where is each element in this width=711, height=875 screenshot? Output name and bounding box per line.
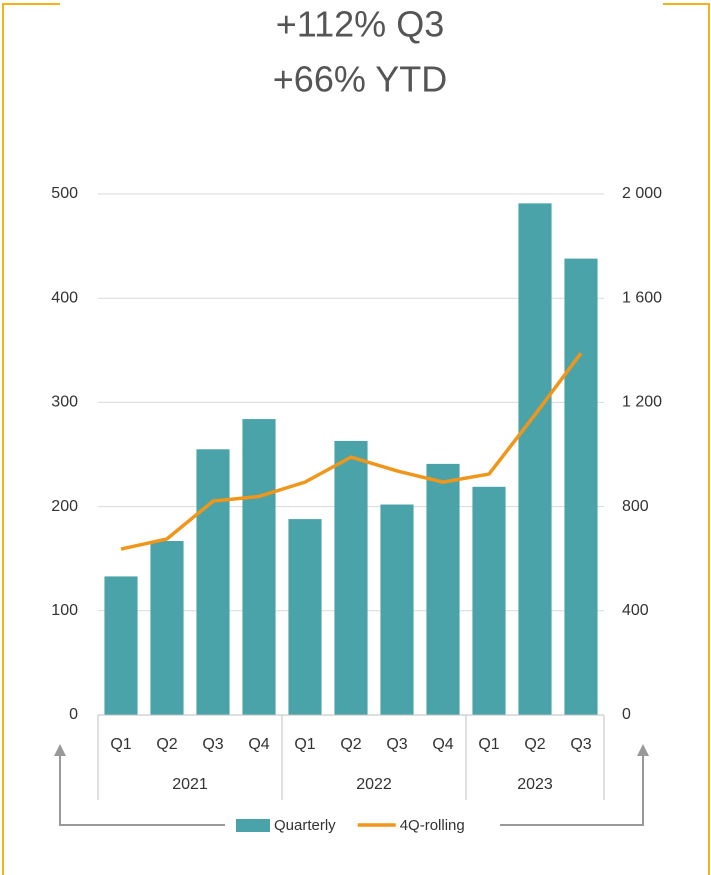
line <box>120 352 583 551</box>
x-tick-label: Q2 <box>156 736 177 753</box>
y-tick-label: 300 <box>51 394 78 411</box>
frame-corner <box>2 3 60 875</box>
legend-swatch <box>236 819 270 832</box>
x-tick-label: Q2 <box>340 736 361 753</box>
x-tick-label: Q4 <box>248 736 269 753</box>
x-tick-label: Q4 <box>432 736 453 753</box>
arrows <box>54 744 649 826</box>
y2-tick-label: 400 <box>622 602 649 619</box>
chart-title: +112% Q3 <box>276 4 444 45</box>
bar <box>472 486 506 715</box>
x-tick-label: Q3 <box>570 736 591 753</box>
x-tick-label: Q3 <box>202 736 223 753</box>
bar <box>426 463 460 715</box>
bar <box>380 504 414 715</box>
bar <box>104 576 138 715</box>
bar <box>242 419 276 715</box>
x-tick-label: Q1 <box>478 736 499 753</box>
bar <box>564 258 598 715</box>
x-group-label: 2022 <box>356 776 392 793</box>
x-tick-label: Q1 <box>110 736 131 753</box>
x-group-label: 2023 <box>517 776 553 793</box>
chart-title: +66% YTD <box>273 59 447 100</box>
y-tick-label: 200 <box>51 498 78 515</box>
bar <box>518 203 552 716</box>
bar <box>150 540 184 715</box>
frame-corner <box>663 3 710 875</box>
y2-tick-label: 1 200 <box>622 394 662 411</box>
y2-tick-label: 0 <box>622 706 631 723</box>
y-tick-label: 500 <box>51 185 78 202</box>
bar <box>196 449 230 715</box>
bar <box>334 440 368 715</box>
legend-label: 4Q-rolling <box>400 817 465 834</box>
x-tick-label: Q3 <box>386 736 407 753</box>
y-tick-label: 400 <box>51 289 78 306</box>
y2-tick-label: 1 600 <box>622 289 662 306</box>
x-group-label: 2021 <box>172 776 208 793</box>
y2-tick-label: 800 <box>622 498 649 515</box>
x-tick-label: Q2 <box>524 736 545 753</box>
bar <box>288 519 322 715</box>
legend-label: Quarterly <box>274 817 336 834</box>
y2-tick-label: 2 000 <box>622 185 662 202</box>
x-tick-label: Q1 <box>294 736 315 753</box>
y-tick-label: 0 <box>69 706 78 723</box>
y-tick-label: 100 <box>51 602 78 619</box>
